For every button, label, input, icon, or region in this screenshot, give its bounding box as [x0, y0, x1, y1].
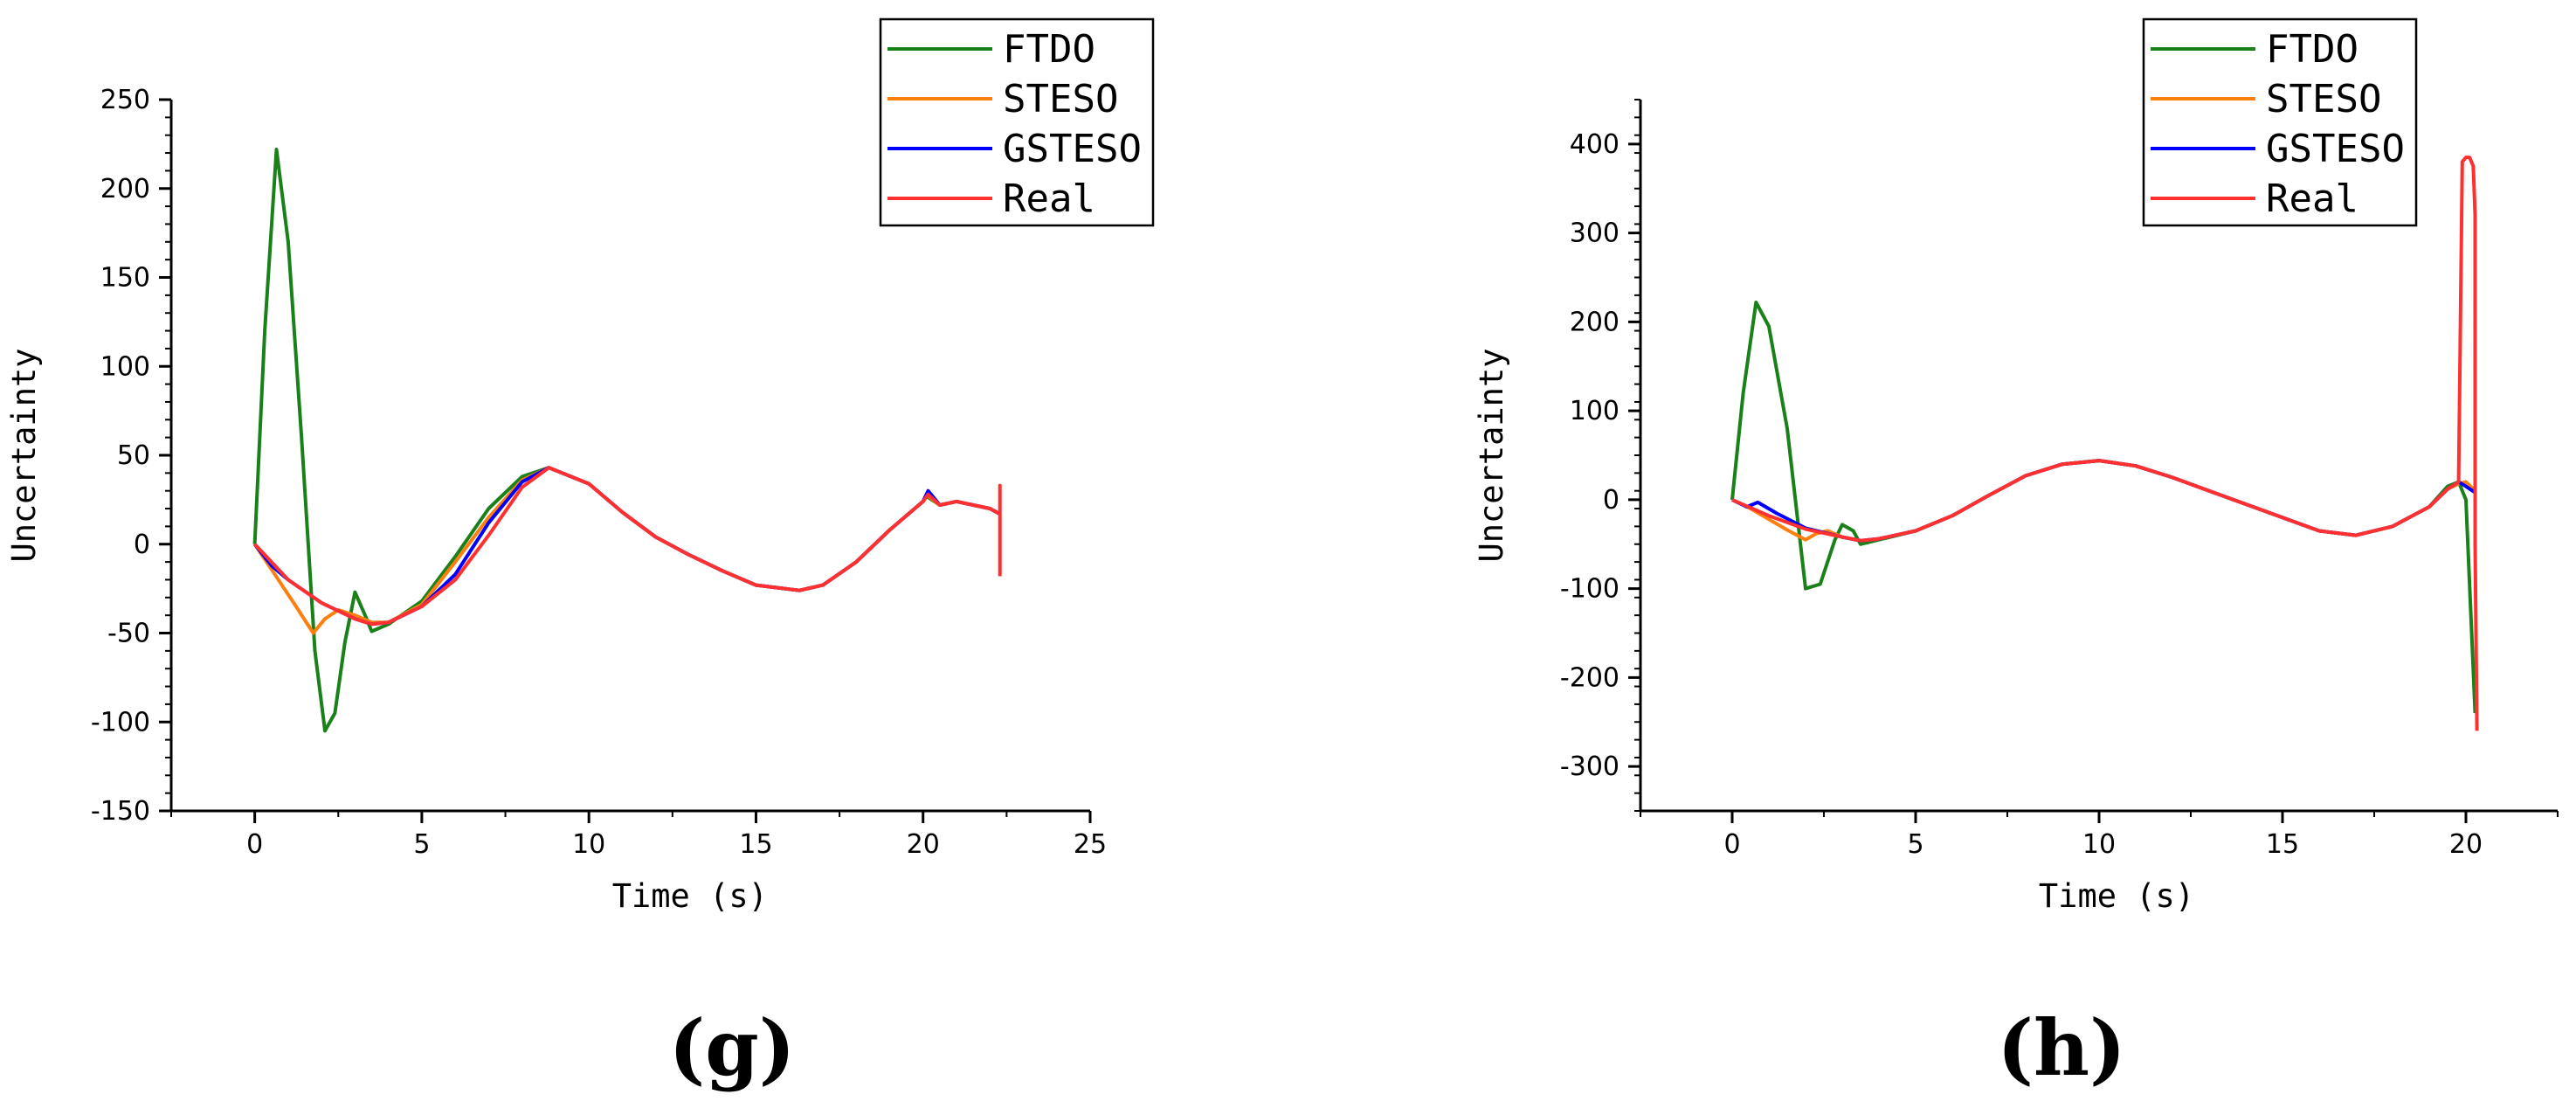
- y-tick-label: 100: [1570, 396, 1619, 426]
- series-line-ftdo: [1730, 301, 2477, 714]
- series-line-ftdo: [252, 148, 1001, 733]
- y-tick-label: 0: [134, 530, 150, 560]
- x-tick-label: 15: [2266, 829, 2299, 860]
- y-tick-label: 150: [100, 263, 150, 294]
- series-line-gsteso: [253, 466, 1001, 627]
- legend-label-steso: STESO: [1003, 77, 1118, 121]
- x-tick-label: 20: [907, 829, 940, 860]
- panel-label: (g): [669, 1002, 796, 1093]
- y-tick-label: -150: [91, 796, 150, 827]
- y-tick-label: 250: [100, 85, 150, 115]
- chart-panel-0: -150 -100 -50 0 50 100 150 200 250 0 5 10 15 20 25 Time…: [5, 17, 1155, 1093]
- legend-label-ftdo: FTDO: [2266, 27, 2358, 72]
- x-tick-label: 0: [1723, 829, 1740, 860]
- y-tick-label: 200: [100, 174, 150, 204]
- series-line-real: [1731, 156, 2479, 731]
- legend: FTDO STESO GSTESO Real: [2142, 17, 2418, 227]
- y-tick-label: -300: [1560, 751, 1619, 782]
- legend-label-real: Real: [2266, 177, 2358, 221]
- y-tick-label: 200: [1570, 307, 1619, 337]
- y-axis-title: Uncertainty: [1473, 348, 1510, 562]
- y-tick-label: -200: [1560, 662, 1619, 693]
- y-tick-label: 0: [1603, 485, 1619, 516]
- legend-label-gsteso: GSTESO: [2266, 127, 2405, 171]
- x-tick-label: 0: [246, 829, 263, 860]
- series-line-gsteso: [1731, 459, 2476, 543]
- panel-label: (h): [1997, 1002, 2125, 1093]
- y-tick-label: 50: [117, 440, 150, 471]
- legend: FTDO STESO GSTESO Real: [879, 17, 1155, 227]
- legend-box: [879, 17, 1155, 227]
- x-tick-label: 5: [1907, 829, 1923, 860]
- legend-label-gsteso: GSTESO: [1003, 127, 1142, 171]
- x-tick-label: 5: [413, 829, 430, 860]
- chart-panel-1: -300 -200 -100 0 100 200 300 400 0 5 10 15 20 Time (s…: [1473, 17, 2559, 1093]
- series-line-real: [253, 466, 1002, 627]
- legend-label-real: Real: [1003, 177, 1095, 221]
- y-tick-label: -50: [107, 619, 150, 649]
- x-tick-label: 20: [2449, 829, 2483, 860]
- y-tick-label: -100: [1560, 574, 1619, 605]
- legend-label-steso: STESO: [2266, 77, 2381, 121]
- legend-box: [2142, 17, 2418, 227]
- x-axis-title: Time (s): [2039, 877, 2194, 915]
- x-tick-label: 25: [1074, 829, 1107, 860]
- x-tick-label: 10: [2082, 829, 2116, 860]
- series-line-steso: [252, 466, 1001, 635]
- legend-label-ftdo: FTDO: [1003, 27, 1095, 72]
- x-tick-label: 10: [572, 829, 605, 860]
- y-tick-label: -100: [91, 707, 150, 738]
- y-tick-label: 100: [100, 351, 150, 382]
- x-tick-label: 15: [739, 829, 772, 860]
- series-line-steso: [1731, 459, 2476, 543]
- y-axis-title: Uncertainty: [5, 348, 43, 562]
- x-axis-title: Time (s): [612, 877, 768, 915]
- y-tick-label: 400: [1570, 129, 1619, 160]
- y-tick-label: 300: [1570, 218, 1619, 249]
